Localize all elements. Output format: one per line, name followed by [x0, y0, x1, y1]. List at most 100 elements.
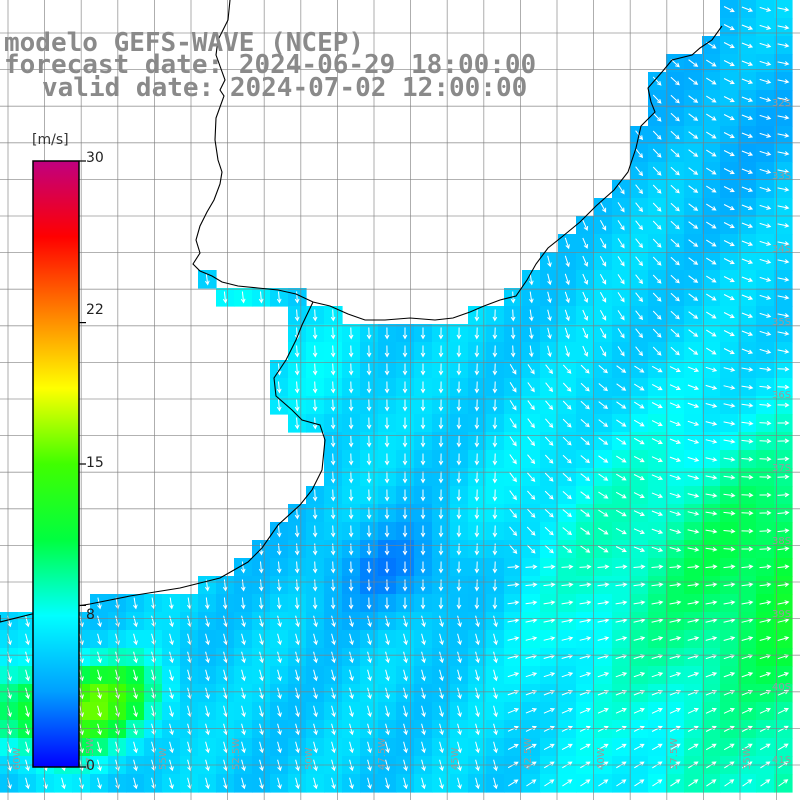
wind-arrow	[402, 363, 408, 376]
wind-arrow	[669, 474, 682, 480]
wind-arrow	[509, 382, 517, 393]
wind-arrow	[687, 366, 700, 372]
wind-arrow	[492, 309, 498, 322]
wind-arrow	[474, 435, 480, 448]
wind-arrow	[615, 582, 628, 588]
wind-arrow	[598, 455, 609, 463]
lon-label: 57.5W	[85, 738, 96, 770]
wind-arrow	[777, 672, 790, 678]
wind-arrow	[635, 166, 644, 177]
wind-arrow	[687, 672, 700, 678]
wind-arrow	[457, 777, 462, 790]
wind-arrow	[706, 77, 717, 85]
wind-arrow	[403, 705, 408, 718]
wind-arrow	[688, 275, 699, 283]
wind-arrow	[706, 779, 717, 787]
wind-arrow	[617, 292, 625, 303]
wind-arrow	[421, 723, 426, 736]
wind-arrow	[526, 526, 536, 536]
wind-arrow	[492, 507, 498, 520]
wind-arrow	[402, 597, 408, 610]
wind-arrow	[403, 723, 408, 736]
wind-arrow	[759, 96, 772, 102]
wind-arrow	[759, 528, 772, 534]
wind-arrow	[492, 471, 498, 484]
wind-arrow	[527, 454, 536, 465]
wind-arrow	[544, 454, 554, 464]
wind-arrow	[543, 618, 556, 623]
wind-arrow	[133, 615, 138, 628]
wind-arrow	[723, 240, 735, 247]
wind-arrow	[687, 618, 700, 623]
wind-arrow	[544, 508, 554, 518]
wind-arrow	[633, 474, 645, 481]
lat-label: 35S	[772, 317, 791, 328]
lon-label: 55W	[158, 747, 169, 770]
wind-arrow	[615, 743, 627, 751]
wind-arrow	[705, 529, 718, 534]
wind-arrow	[492, 561, 498, 574]
wind-arrow	[741, 564, 754, 570]
wind-arrow	[652, 346, 662, 356]
wind-arrow	[597, 707, 609, 714]
wind-arrow	[474, 579, 480, 592]
wind-arrow	[294, 417, 300, 430]
wind-arrow	[633, 582, 646, 588]
wind-arrow	[493, 651, 498, 664]
wind-arrow	[741, 60, 754, 66]
wind-arrow	[241, 741, 246, 754]
wind-arrow	[723, 222, 735, 229]
wind-arrow	[276, 399, 282, 412]
wind-arrow	[133, 705, 138, 718]
wind-arrow	[669, 672, 682, 678]
wind-arrow	[598, 545, 609, 553]
wind-arrow	[277, 741, 282, 754]
wind-arrow	[276, 597, 282, 610]
wind-arrow	[474, 309, 480, 322]
wind-arrow	[348, 525, 354, 538]
wind-arrow	[617, 184, 625, 195]
lon-label: 37.5W	[669, 738, 680, 770]
wind-arrow	[403, 687, 408, 700]
wind-arrow	[599, 345, 607, 357]
wind-arrow	[240, 597, 246, 610]
wind-arrow	[582, 345, 589, 357]
wind-arrow	[439, 723, 444, 736]
wind-arrow	[633, 707, 645, 714]
wind-arrow	[133, 597, 138, 610]
wind-arrow	[617, 220, 625, 231]
wind-arrow	[510, 327, 516, 340]
wind-arrow	[312, 417, 318, 430]
wind-arrow	[777, 438, 790, 444]
wind-arrow	[259, 687, 264, 700]
wind-arrow	[205, 705, 210, 718]
wind-arrow	[295, 651, 300, 664]
wind-arrow	[492, 525, 498, 538]
wind-arrow	[331, 705, 336, 718]
wind-arrow	[777, 241, 790, 246]
lat-label: 40S	[772, 682, 791, 693]
wind-arrow	[723, 618, 736, 623]
wind-arrow	[543, 600, 556, 605]
wind-arrow	[599, 273, 607, 285]
wind-arrow	[133, 669, 138, 682]
wind-arrow	[723, 457, 736, 462]
wind-arrow	[669, 420, 682, 426]
wind-arrow	[616, 437, 627, 445]
wind-arrow	[688, 59, 699, 67]
wind-arrow	[493, 705, 498, 718]
wind-arrow	[562, 509, 572, 518]
wind-arrow	[759, 42, 772, 48]
wind-arrow	[617, 256, 625, 267]
wind-arrow	[777, 618, 790, 623]
wind-arrow	[597, 636, 610, 641]
wind-arrow	[580, 491, 591, 499]
lat-label: 32S	[772, 98, 791, 109]
wind-arrow	[634, 383, 645, 391]
wind-arrow	[635, 202, 644, 213]
wind-arrow	[669, 618, 682, 623]
wind-arrow	[223, 723, 228, 736]
wind-arrow	[759, 582, 772, 587]
wind-arrow	[741, 330, 754, 336]
wind-arrow	[529, 273, 534, 286]
